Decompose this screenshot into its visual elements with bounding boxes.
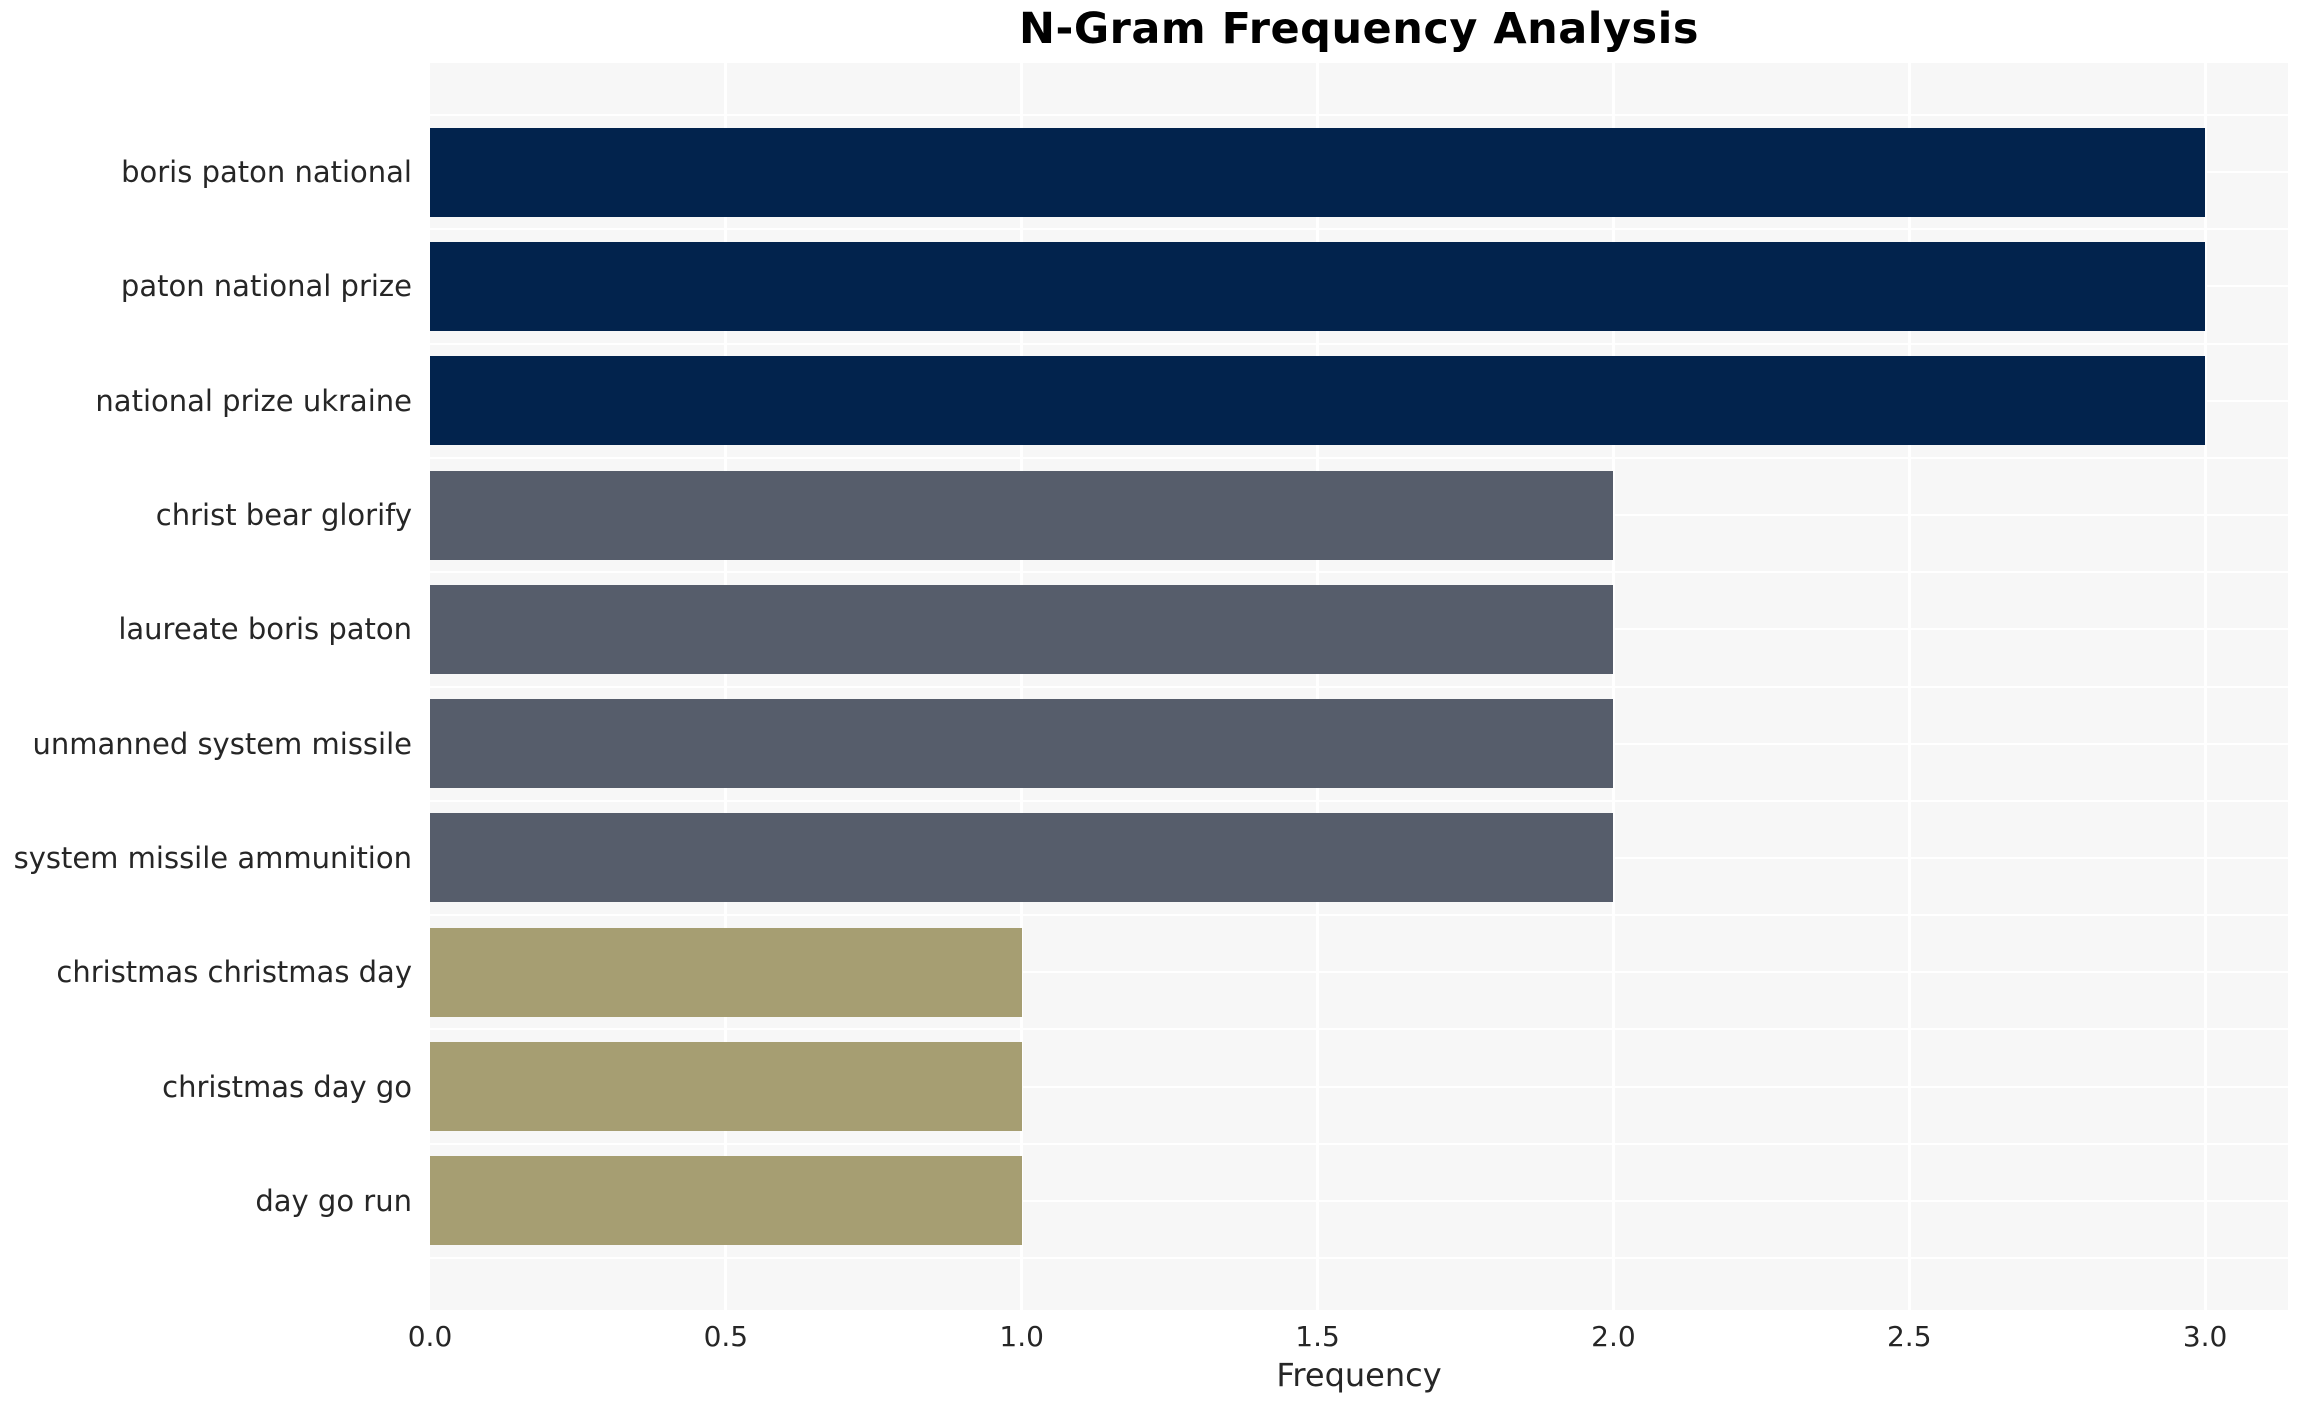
vertical-gridline (1611, 63, 1615, 1310)
x-tick-label: 0.5 (703, 1320, 749, 1353)
y-tick-label: christmas christmas day (56, 955, 412, 990)
x-tick-label: 3.0 (2182, 1320, 2228, 1353)
vertical-gridline (1316, 63, 1320, 1310)
horizontal-gridline (430, 228, 2288, 231)
x-axis-title: Frequency (1276, 1356, 1442, 1394)
horizontal-gridline (430, 1257, 2288, 1259)
horizontal-gridline (430, 114, 2288, 116)
y-tick-label: boris paton national (121, 155, 412, 190)
vertical-gridline (2203, 63, 2207, 1310)
vertical-gridline (724, 63, 728, 1310)
bar-christ-bear-glorify (430, 470, 1614, 560)
bar-national-prize-ukraine (430, 356, 2206, 446)
chart-title: N-Gram Frequency Analysis (1019, 4, 1699, 54)
horizontal-gridline (430, 685, 2288, 688)
bar-christmas-christmas-day (430, 927, 1022, 1017)
horizontal-gridline (430, 971, 2288, 974)
vertical-gridline (1907, 63, 1911, 1310)
x-tick-label: 1.0 (999, 1320, 1044, 1353)
horizontal-gridline (430, 1199, 2288, 1202)
vertical-gridline (1020, 63, 1024, 1310)
x-tick-label: 0.0 (407, 1320, 453, 1353)
bar-christmas-day-go (430, 1042, 1022, 1132)
y-tick-label: national prize ukraine (95, 383, 412, 418)
x-tick-label: 2.5 (1886, 1320, 1932, 1353)
bar-paton-national-prize (430, 241, 2206, 331)
y-tick-label: day go run (255, 1183, 412, 1218)
bar-unmanned-system-missile (430, 699, 1614, 789)
y-tick-label: laureate boris paton (118, 612, 412, 647)
x-tick-label: 2.0 (1591, 1320, 1636, 1353)
horizontal-gridline (430, 1028, 2288, 1031)
bar-system-missile-ammunition (430, 813, 1614, 903)
bar-day-go-run (430, 1156, 1022, 1246)
horizontal-gridline (430, 1085, 2288, 1088)
bar-laureate-boris-paton (430, 584, 1614, 674)
horizontal-gridline (430, 571, 2288, 574)
bar-boris-paton-national (430, 127, 2206, 217)
x-tick-label: 1.5 (1295, 1320, 1340, 1353)
y-tick-label: christ bear glorify (155, 498, 412, 533)
y-tick-label: paton national prize (120, 269, 412, 304)
y-tick-label: christmas day go (162, 1069, 412, 1104)
plot-area (430, 63, 2288, 1310)
y-tick-label: system missile ammunition (13, 840, 412, 875)
horizontal-gridline (430, 799, 2288, 802)
horizontal-gridline (430, 456, 2288, 459)
horizontal-gridline (430, 914, 2288, 917)
y-tick-label: unmanned system missile (32, 726, 412, 761)
horizontal-gridline (430, 342, 2288, 345)
horizontal-gridline (430, 1142, 2288, 1145)
